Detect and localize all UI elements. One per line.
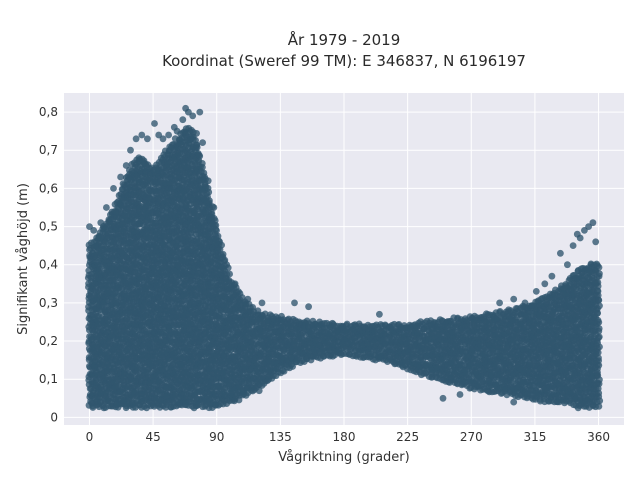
- data-point: [204, 184, 212, 192]
- chart-title: År 1979 - 2019: [288, 30, 401, 49]
- data-point: [226, 270, 234, 278]
- data-point: [198, 160, 206, 167]
- data-point: [193, 141, 201, 149]
- data-point: [206, 197, 213, 205]
- data-point: [212, 222, 220, 229]
- data-point: [193, 130, 201, 137]
- data-point: [210, 215, 218, 222]
- data-points: [84, 104, 604, 412]
- data-point: [195, 151, 203, 159]
- data-point: [200, 169, 208, 177]
- data-point: [214, 232, 222, 240]
- chart-subtitle: Koordinat (Sweref 99 TM): E 346837, N 61…: [162, 52, 526, 70]
- data-point: [219, 250, 227, 258]
